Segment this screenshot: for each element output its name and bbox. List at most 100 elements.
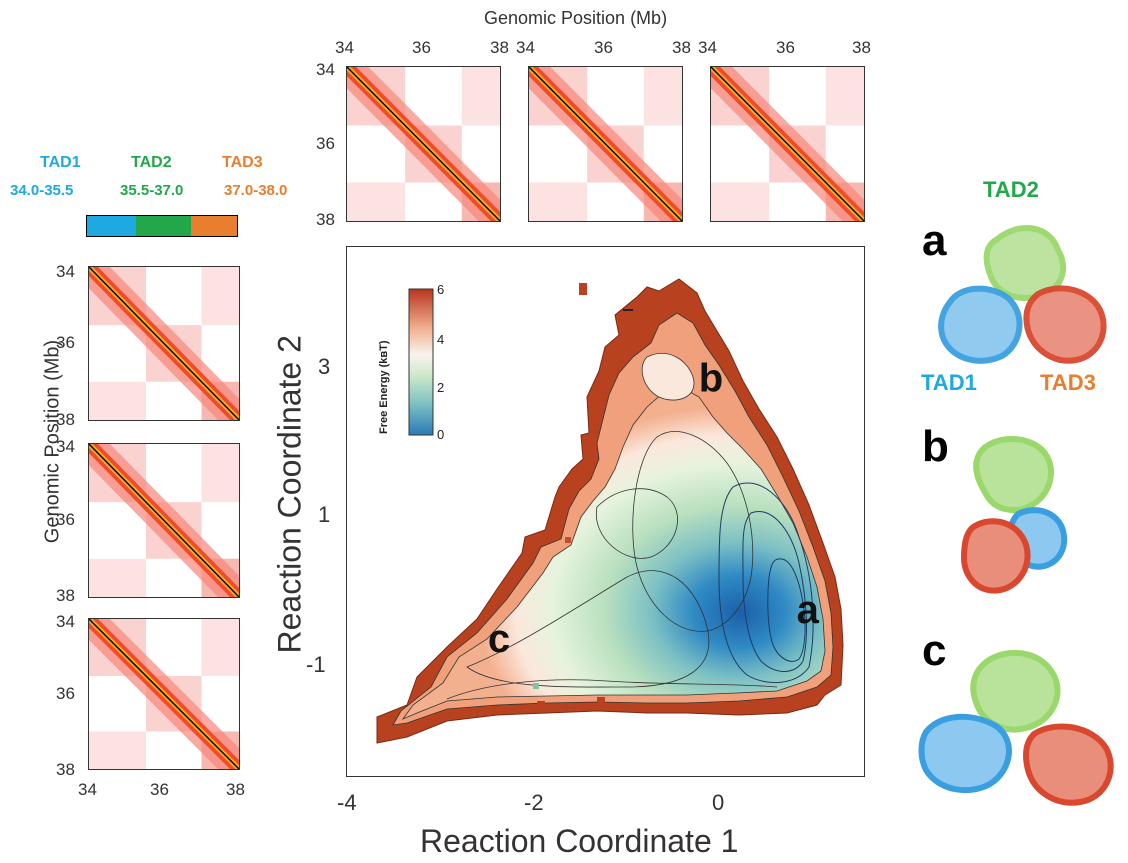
fe-contour-line [446, 679, 778, 700]
contact-block [201, 619, 239, 676]
structure-c-tad3 [1023, 723, 1114, 806]
top-ytick: 34 [316, 60, 335, 79]
tad-color-bar [86, 215, 238, 237]
top-panel-title: Genomic Position (Mb) [484, 8, 668, 28]
fe-contour-line [742, 511, 807, 672]
legend-tad1-range: 34.0-35.5 [10, 182, 74, 199]
colorbar-tick: 6 [437, 282, 444, 297]
structure-b-tad2 [973, 435, 1055, 513]
top-xtick: 34 [698, 38, 717, 57]
contact-block [347, 182, 406, 221]
left-ytick: 36 [56, 510, 75, 529]
fe-contour-line [595, 488, 678, 559]
left-xtick: 38 [226, 780, 245, 799]
tad2-segment [136, 216, 191, 236]
struct-letter-c: c [922, 626, 947, 675]
left-heatmap-2 [88, 443, 240, 598]
struct-label-tad2: TAD2 [983, 177, 1039, 202]
legend-tad2-range: 35.5-37.0 [120, 182, 184, 199]
colorbar-tick: 2 [437, 380, 444, 395]
structure-a-tad3 [1023, 285, 1107, 364]
free-energy-plot: Free Energy (kʙT) 6 4 2 0 a b c [346, 246, 865, 777]
fe-xtick: -2 [524, 790, 544, 815]
left-ytick: 38 [56, 760, 75, 779]
top-xtick: 36 [412, 38, 431, 57]
fe-landscape [376, 278, 844, 744]
fe-speckle [537, 701, 545, 709]
structure-b-tad3 [961, 518, 1031, 594]
tad1-segment [87, 216, 137, 236]
top-heatmap-1 [346, 66, 501, 222]
structure-c [918, 649, 1114, 806]
contact-block [461, 67, 500, 126]
top-xtick: 38 [852, 38, 871, 57]
struct-letter-b: b [922, 422, 949, 471]
fe-xtick: -4 [337, 790, 357, 815]
fe-annotation-c: c [488, 617, 510, 661]
top-xtick: 36 [776, 38, 795, 57]
fe-ytick: -1 [306, 652, 326, 677]
fe-speckle [579, 283, 587, 295]
fe-ytick: 3 [318, 354, 331, 379]
fe-speckle [565, 537, 571, 543]
fe-xlabel: Reaction Coordinate 1 [420, 823, 739, 859]
fe-ytick: 1 [318, 502, 331, 527]
fe-speckle [623, 309, 633, 311]
colorbar-tick: 0 [437, 427, 444, 442]
fe-annotations: a b c [488, 357, 820, 661]
tad3-segment [190, 216, 237, 236]
struct-label-tad3: TAD3 [1040, 370, 1096, 395]
struct-label-tad1: TAD1 [921, 370, 977, 395]
top-xtick: 34 [335, 38, 354, 57]
fe-speckle [597, 697, 605, 703]
fe-contour-line [466, 570, 710, 688]
colorbar-label: Free Energy (kʙT) [378, 340, 390, 434]
structure-b [961, 435, 1068, 594]
fe-xtick: 0 [712, 790, 725, 815]
contact-block [529, 182, 588, 221]
top-ytick: 38 [316, 210, 335, 229]
top-xtick: 38 [490, 38, 509, 57]
contact-block [89, 558, 146, 597]
contact-block [89, 731, 146, 769]
fe-annotation-a: a [797, 588, 820, 632]
left-heatmap-3 [88, 618, 240, 770]
contact-block [825, 67, 864, 126]
diagonal-line [711, 67, 864, 221]
contact-block [643, 67, 682, 126]
contact-block [711, 182, 770, 221]
diagonal-line [89, 619, 239, 769]
top-xtick: 38 [672, 38, 691, 57]
top-xtick: 36 [594, 38, 613, 57]
top-ytick: 36 [316, 134, 335, 153]
fe-annotation-b: b [699, 357, 723, 401]
fe-contour-line [632, 431, 754, 632]
diagonal-line [529, 67, 682, 221]
legend-tad1-name: TAD1 [40, 154, 81, 171]
structure-a-tad1 [938, 285, 1023, 364]
struct-letter-a: a [922, 216, 947, 265]
left-ytick: 34 [56, 437, 75, 456]
contact-block [201, 444, 239, 503]
left-xtick: 36 [150, 780, 169, 799]
left-ytick: 36 [56, 333, 75, 352]
fe-speckle [533, 683, 539, 689]
structure-c-tad1 [918, 713, 1012, 794]
legend-tad2-name: TAD2 [131, 154, 172, 171]
legend-tad3-range: 37.0-38.0 [224, 182, 288, 199]
legend-tad3-name: TAD3 [222, 154, 263, 171]
structure-a [938, 224, 1107, 364]
contact-block [201, 267, 239, 326]
left-ytick: 34 [56, 262, 75, 281]
left-heatmap-1 [88, 266, 240, 421]
diagonal-line [347, 67, 500, 221]
left-ytick: 38 [56, 410, 75, 429]
left-xtick: 34 [78, 780, 97, 799]
colorbar [408, 288, 434, 436]
structure-c-tad2 [970, 649, 1061, 733]
left-ytick: 34 [56, 612, 75, 631]
left-ytick: 36 [56, 684, 75, 703]
left-ytick: 38 [56, 586, 75, 605]
colorbar-tick: 4 [437, 332, 444, 347]
fe-contour-line [767, 558, 806, 662]
